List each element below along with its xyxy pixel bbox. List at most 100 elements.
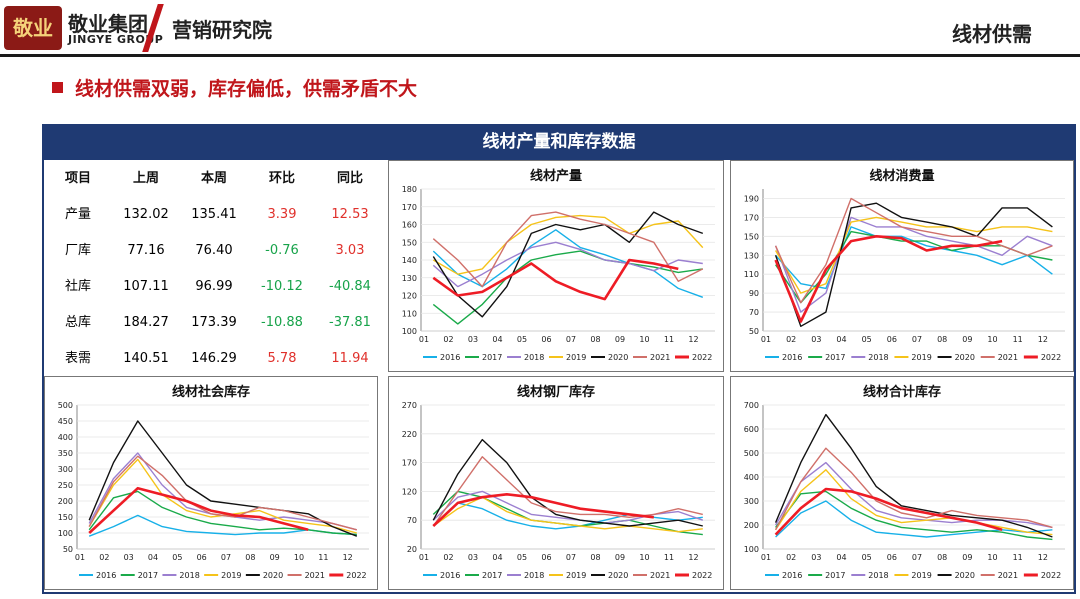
series-line-2017 (432, 250, 703, 325)
x-tick-label: 06 (541, 553, 551, 562)
y-tick-label: 70 (407, 516, 417, 525)
table-row: 社库 107.11 96.99 -10.12 -40.84 (44, 272, 384, 302)
table-header-row: 项目 上周 本周 环比 同比 (44, 164, 384, 194)
legend-label: 2022 (692, 571, 712, 580)
legend-label: 2022 (1041, 353, 1061, 362)
y-tick-label: 400 (58, 433, 73, 442)
x-tick-label: 01 (761, 553, 771, 562)
x-tick-label: 08 (937, 335, 947, 344)
y-tick-label: 110 (402, 309, 417, 318)
chart-svg: 线材产量 100 110 120 130 140 150 160 170 180 01 02 03 04 0… (402, 168, 715, 362)
y-tick-label: 270 (402, 401, 417, 410)
legend-label: 2017 (825, 353, 845, 362)
table-cell-last: 132.02 (123, 207, 169, 222)
x-tick-label: 12 (1038, 335, 1048, 344)
series-line-2022 (774, 487, 1003, 536)
x-tick-label: 02 (99, 553, 109, 562)
bullet-square-icon (52, 82, 63, 93)
x-tick-label: 03 (468, 553, 478, 562)
series-line-2016 (432, 502, 703, 530)
y-tick-label: 180 (402, 185, 417, 194)
x-tick-label: 06 (541, 335, 551, 344)
legend-label: 2017 (138, 571, 158, 580)
x-tick-label: 04 (836, 553, 846, 562)
table-cell-item: 产量 (64, 207, 91, 222)
y-tick-label: 90 (749, 289, 759, 298)
x-tick-label: 10 (987, 553, 997, 562)
x-tick-label: 06 (197, 553, 207, 562)
table-cell-yoy: -37.81 (329, 315, 371, 330)
series-line-2022 (432, 493, 654, 527)
y-tick-label: 250 (58, 481, 73, 490)
table-row: 产量 132.02 135.41 3.39 12.53 (44, 200, 384, 230)
y-tick-label: 300 (744, 497, 759, 506)
x-tick-label: 06 (887, 553, 897, 562)
data-table: 项目 上周 本周 环比 同比 产量 132.02 135.41 3.39 12.53 厂库 77.16… (44, 162, 384, 374)
table-cell-wow: -0.76 (265, 243, 299, 258)
x-tick-label: 09 (270, 553, 280, 562)
panel-title: 线材产量和库存数据 (42, 124, 1076, 160)
legend-label: 2017 (482, 571, 502, 580)
legend-label: 2018 (524, 353, 544, 362)
legend-label: 2020 (608, 353, 628, 362)
x-tick-label: 12 (688, 335, 698, 344)
legend-label: 2020 (263, 571, 283, 580)
table-header-cell: 同比 (336, 171, 363, 186)
x-tick-label: 08 (590, 553, 600, 562)
x-tick-label: 05 (517, 335, 527, 344)
x-tick-label: 08 (245, 553, 255, 562)
x-tick-label: 11 (1013, 553, 1023, 562)
y-tick-label: 50 (63, 545, 73, 554)
y-tick-label: 170 (402, 459, 417, 468)
subtitle-text: 线材供需双弱，库存偏低，供需矛盾不大 (75, 78, 418, 100)
table-cell-item: 厂库 (64, 243, 91, 258)
x-tick-label: 05 (862, 553, 872, 562)
series-line-2018 (774, 216, 1053, 313)
x-tick-label: 10 (639, 335, 649, 344)
table-cell-wow: -10.12 (261, 279, 303, 294)
y-tick-label: 70 (749, 308, 759, 317)
legend-label: 2020 (608, 571, 628, 580)
x-tick-label: 07 (912, 335, 922, 344)
table-header-cell: 项目 (64, 171, 91, 186)
department-name: 营销研究院 (172, 18, 272, 42)
y-tick-label: 130 (402, 274, 417, 283)
legend-label: 2021 (650, 353, 670, 362)
table-cell-this: 96.99 (195, 279, 233, 294)
y-tick-label: 450 (58, 417, 73, 426)
legend-label: 2021 (998, 353, 1018, 362)
x-tick-label: 09 (962, 335, 972, 344)
legend-label: 2018 (868, 353, 888, 362)
chart-svg: 线材消费量 50 70 90 110 130 150 170 190 01 02 03 04 05 06 07… (744, 168, 1065, 362)
x-tick-label: 05 (862, 335, 872, 344)
y-tick-label: 150 (744, 232, 759, 241)
x-tick-label: 11 (1013, 335, 1023, 344)
y-tick-label: 500 (744, 449, 759, 458)
y-tick-label: 220 (402, 430, 417, 439)
x-tick-label: 05 (172, 553, 182, 562)
y-tick-label: 200 (744, 521, 759, 530)
y-tick-label: 120 (402, 487, 417, 496)
series-line-2020 (432, 438, 703, 527)
series-line-2019 (432, 496, 703, 533)
y-tick-label: 170 (402, 203, 417, 212)
series-line-2021 (774, 197, 1053, 304)
legend-label: 2018 (868, 571, 888, 580)
x-tick-label: 07 (912, 553, 922, 562)
series-line-2020 (88, 420, 358, 537)
y-tick-label: 20 (407, 545, 417, 554)
table-cell-wow: 3.39 (267, 207, 297, 222)
chart-title: 线材消费量 (869, 168, 934, 184)
x-tick-label: 02 (786, 335, 796, 344)
legend-label: 2018 (179, 571, 199, 580)
table-cell-yoy: 11.94 (331, 351, 369, 366)
chart-production: 线材产量 100 110 120 130 140 150 160 170 180 01 02 03 04 0… (388, 160, 724, 372)
x-tick-label: 09 (615, 553, 625, 562)
table-header-cell: 环比 (268, 171, 295, 186)
table-cell-item: 总库 (64, 315, 91, 330)
series-line-2018 (774, 461, 1053, 529)
x-tick-label: 04 (492, 335, 502, 344)
legend-label: 2019 (911, 353, 931, 362)
x-tick-label: 10 (987, 335, 997, 344)
table-cell-this: 173.39 (191, 315, 237, 330)
